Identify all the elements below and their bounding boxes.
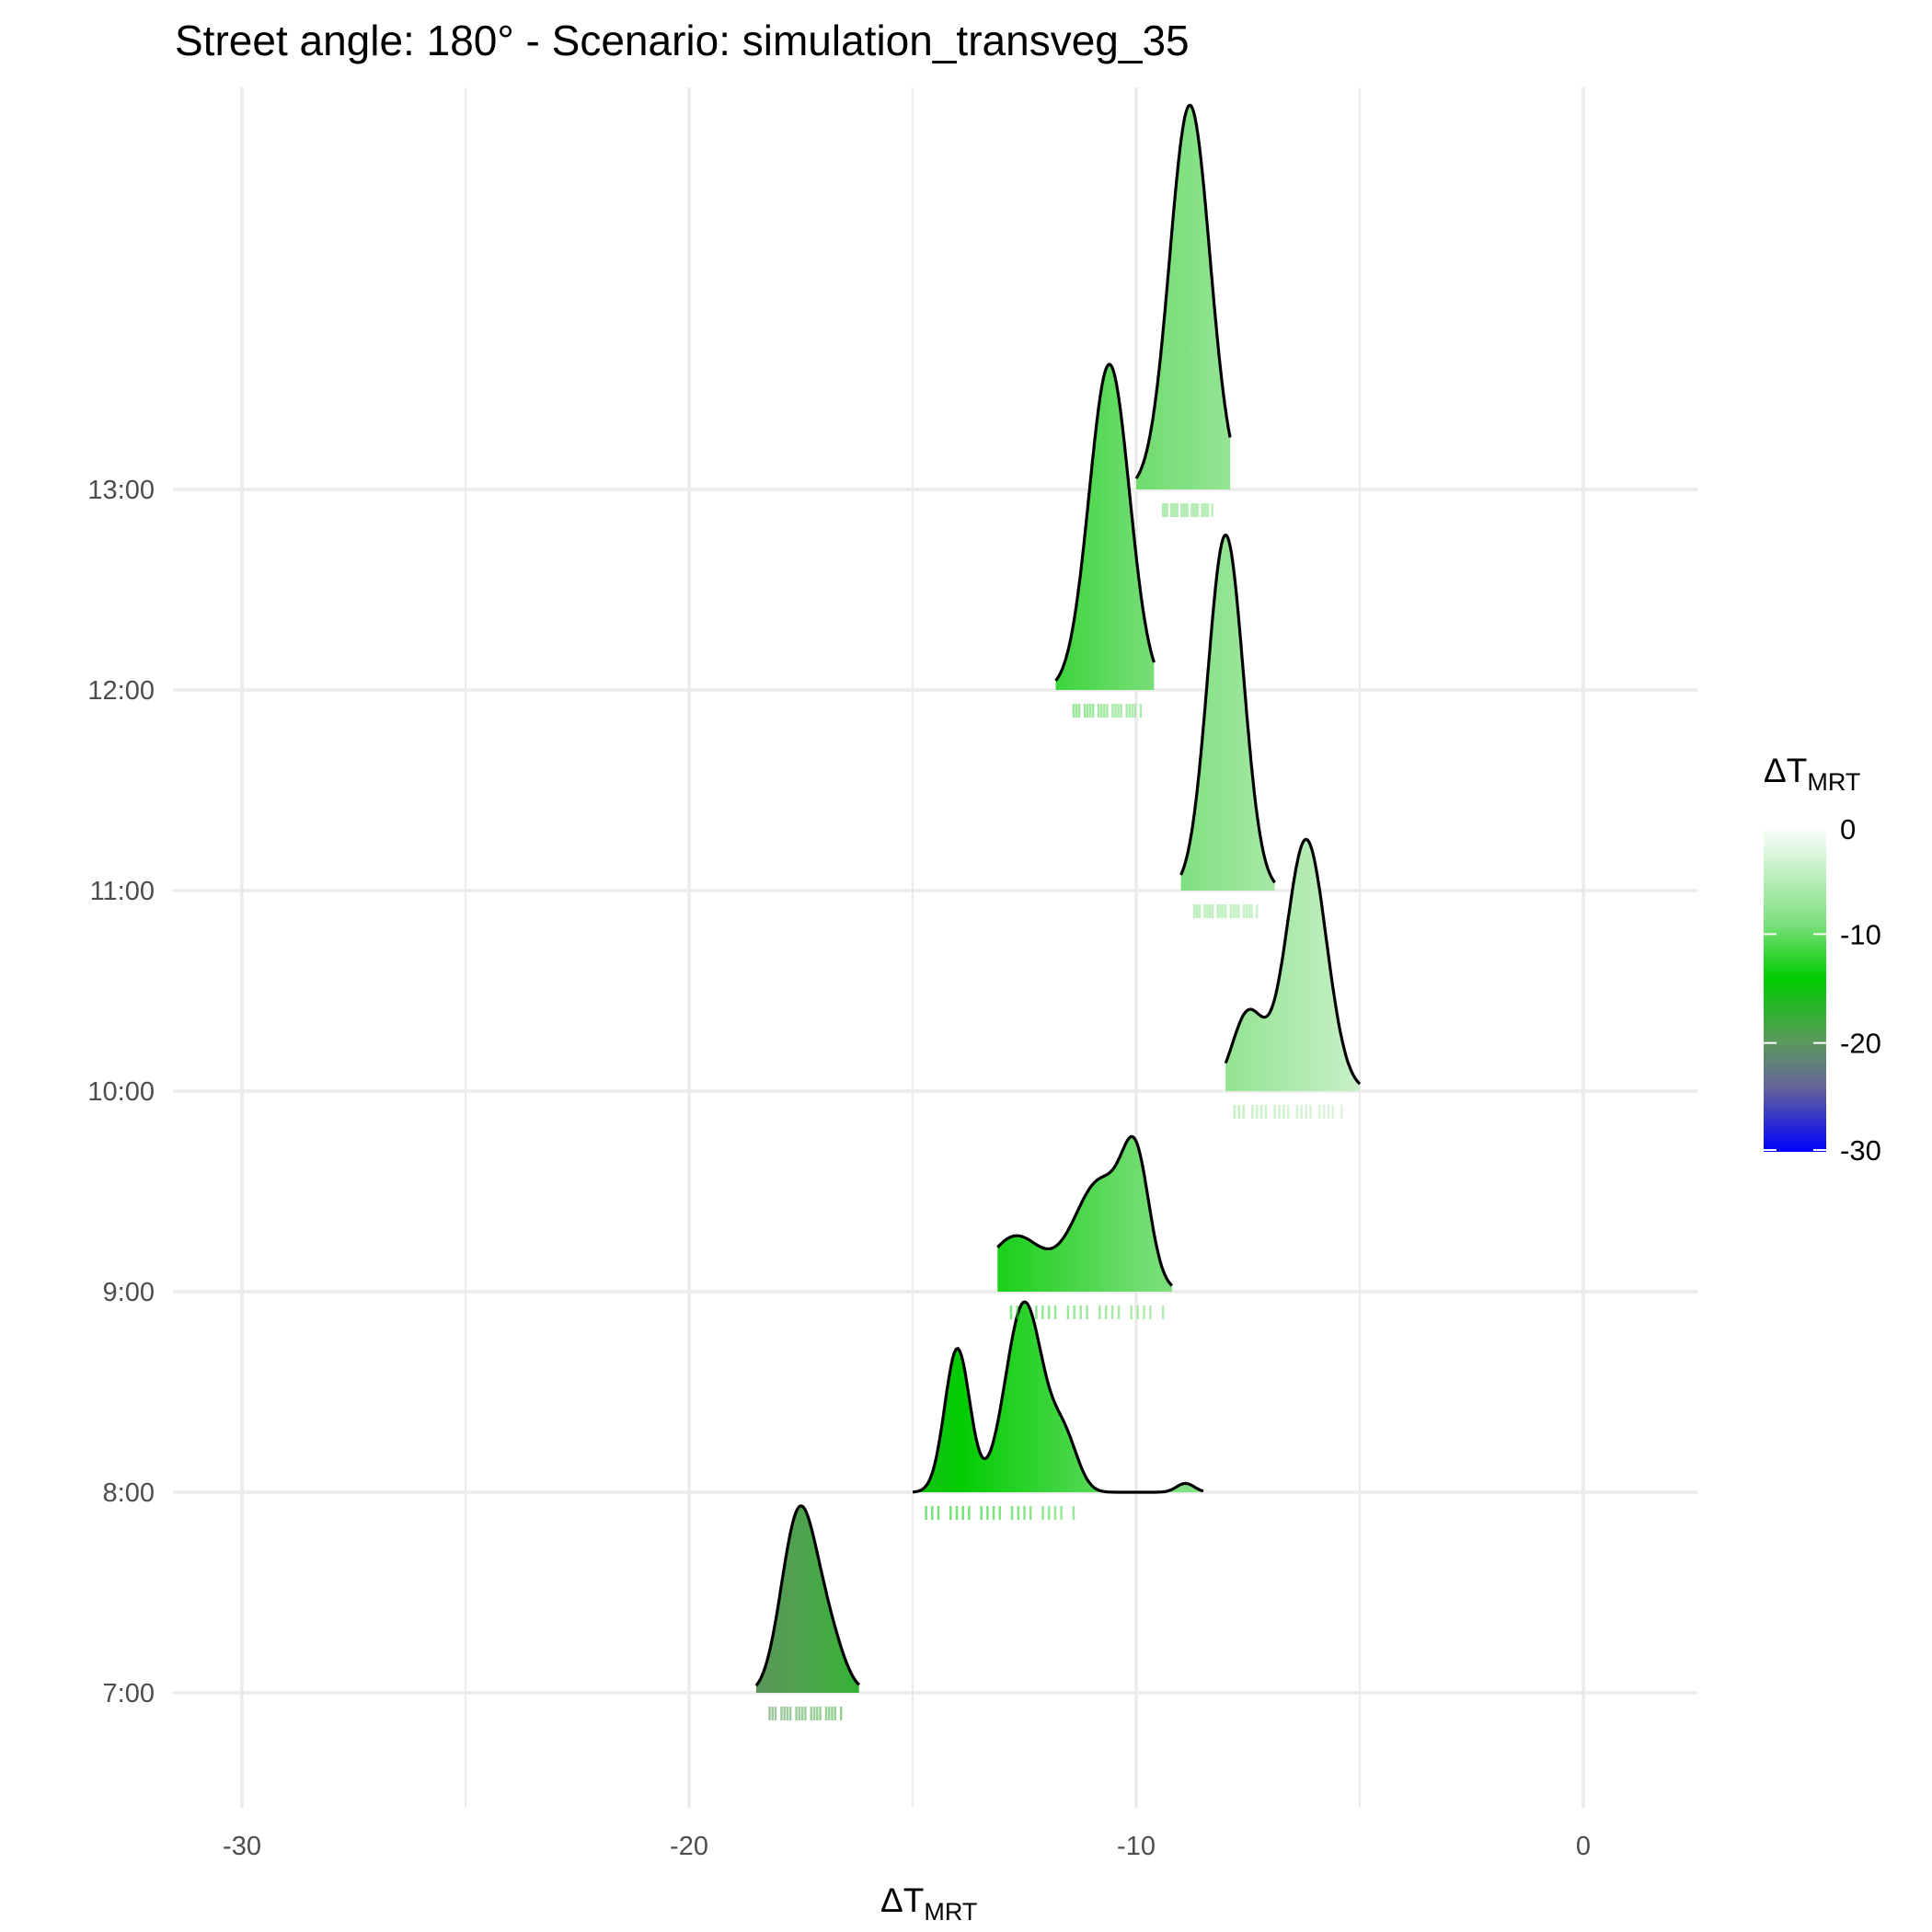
- ridge-outline: [754, 1504, 860, 1687]
- y-tick-label: 11:00: [90, 877, 155, 906]
- ridge-outline: [1179, 534, 1276, 884]
- legend-title: ΔTMRT: [1764, 752, 1860, 796]
- legend-title-main: ΔT: [1764, 752, 1807, 789]
- x-tick-label: 0: [1576, 1832, 1591, 1861]
- rug: [925, 1506, 1075, 1520]
- ridge-fill: [1180, 535, 1275, 891]
- y-tick-label: 9:00: [103, 1278, 155, 1307]
- rug: [768, 1707, 843, 1720]
- rugs: [768, 503, 1343, 1720]
- rug: [1161, 503, 1213, 517]
- ridge-fill: [1055, 364, 1155, 690]
- ridge-fill: [1136, 105, 1231, 490]
- x-tick-label: -30: [223, 1832, 261, 1861]
- legend-ticks: 0 -10 -20 -30: [1764, 813, 1881, 1167]
- ridge-outline: [1054, 362, 1156, 682]
- x-axis-title-main: ΔT: [880, 1881, 924, 1919]
- x-tick-labels: -30 -20 -10 0: [223, 1832, 1591, 1861]
- legend-title-sub: MRT: [1807, 768, 1860, 796]
- ridge-fill: [997, 1136, 1172, 1292]
- legend-tick-label: 0: [1840, 813, 1856, 845]
- rug: [1009, 1305, 1165, 1319]
- rug: [1233, 1105, 1343, 1119]
- ridge-outline: [1134, 103, 1232, 479]
- y-tick-label: 12:00: [87, 676, 155, 706]
- rug: [1072, 704, 1143, 718]
- ridge-outline: [912, 1300, 1204, 1494]
- legend-colorbar: [1764, 825, 1826, 1152]
- x-tick-label: -20: [670, 1832, 708, 1861]
- legend-tick-label: -30: [1840, 1134, 1881, 1167]
- ridge-outline: [996, 1134, 1173, 1287]
- legend-tick-label: -20: [1840, 1028, 1881, 1060]
- ridge-outline: [1224, 837, 1362, 1086]
- y-tick-label: 13:00: [87, 476, 155, 505]
- legend-tick-label: -10: [1840, 918, 1881, 950]
- chart-title: Street angle: 180° - Scenario: simulatio…: [175, 17, 1190, 64]
- y-tick-label: 7:00: [103, 1679, 155, 1708]
- x-axis-title-sub: MRT: [924, 1898, 977, 1926]
- ridges: [754, 103, 1362, 1693]
- legend: ΔTMRT 0 -10 -20 -30: [1764, 752, 1881, 1167]
- y-tick-label: 10:00: [87, 1077, 155, 1107]
- grid: [173, 87, 1697, 1808]
- y-tick-labels: 7:00 8:00 9:00 10:00 11:00 12:00 13:00: [87, 476, 155, 1708]
- x-axis-title: ΔTMRT: [880, 1881, 977, 1926]
- ridge-fill: [1225, 839, 1360, 1091]
- y-tick-label: 8:00: [103, 1478, 155, 1508]
- ridge-fill: [755, 1505, 859, 1693]
- ridge-fill: [913, 1302, 1203, 1492]
- rug: [1192, 904, 1259, 918]
- x-tick-label: -10: [1117, 1832, 1156, 1861]
